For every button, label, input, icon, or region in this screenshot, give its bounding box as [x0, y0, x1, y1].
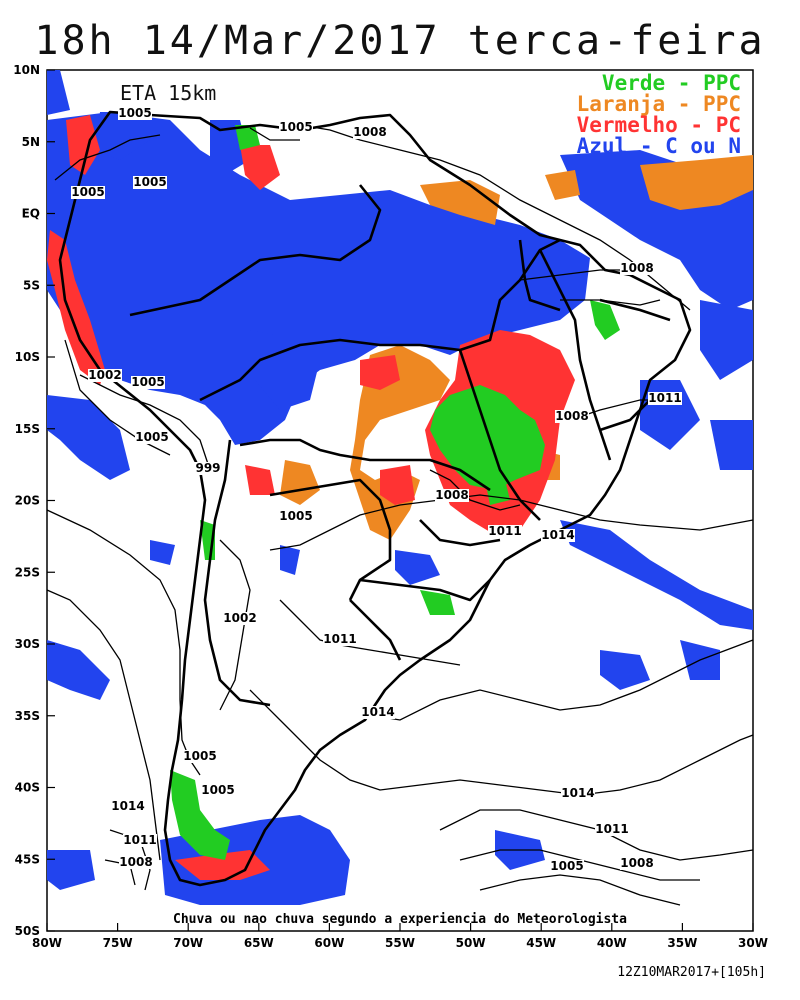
isobar-label: 1005 — [201, 783, 234, 797]
isobar-label: 1005 — [71, 185, 104, 199]
model-label: ETA 15km — [120, 81, 216, 105]
isobar-label: 1005 — [135, 430, 168, 444]
lon-tick-label: 80W — [32, 936, 62, 950]
isobar-label-bg — [88, 369, 122, 382]
map-title: 18h 14/Mar/2017 terca-feira — [34, 18, 766, 64]
isobar-label-bg — [435, 489, 469, 502]
isobar-label: 1011 — [648, 391, 681, 405]
lat-tick-label: 5N — [22, 135, 40, 149]
lon-tick-label: 45W — [526, 936, 556, 950]
isobar-label: 1008 — [620, 856, 653, 870]
isobar-label-bg — [541, 529, 575, 542]
lat-tick-label: 35S — [15, 709, 40, 723]
lon-tick-label: 50W — [456, 936, 486, 950]
legend-entry: Verde - PPC — [602, 71, 741, 95]
isobar-label-bg — [119, 856, 153, 869]
isobar-label-bg — [550, 860, 584, 873]
lat-tick-label: 20S — [15, 494, 40, 508]
isobar-label: 1008 — [353, 125, 386, 139]
latitude-ticks: 10N 5N EQ 5S 10S 15S 20S 25S 30S 35S 40S 45S 50S — [13, 63, 55, 938]
isobar-label: 1005 — [183, 749, 216, 763]
green-rain-areas — [170, 125, 620, 860]
lon-tick-label: 35W — [667, 936, 697, 950]
lon-tick-label: 70W — [173, 936, 203, 950]
lat-tick-label: 5S — [23, 278, 40, 292]
lon-tick-label: 75W — [103, 936, 133, 950]
lat-tick-label: 10N — [13, 63, 40, 77]
isobar-label-bg — [488, 525, 522, 538]
lat-tick-label: 40S — [15, 781, 40, 795]
isobar-label-bg — [123, 834, 157, 847]
lat-tick-label: 15S — [15, 422, 40, 436]
isobar-label-bg — [118, 107, 152, 120]
longitude-ticks: 80W 75W 70W 65W 60W 55W 50W 45W 40W 35W 30W — [32, 923, 768, 950]
isobar-label-bg — [620, 262, 654, 275]
lat-tick-label: 25S — [15, 565, 40, 579]
isobar-label: 1014 — [361, 705, 394, 719]
isobar-label: 1008 — [119, 855, 152, 869]
isobar-labels: 1005 1008 1005 1005 1008 1005 1002 1005 1011 1005… — [71, 106, 682, 873]
isobar-label: 1005 — [133, 175, 166, 189]
isobar-label-bg — [361, 706, 395, 719]
isobar-label-bg — [131, 376, 165, 389]
isobar-label-bg — [71, 186, 105, 199]
isobar-label-bg — [133, 176, 167, 189]
isobar-label-bg — [201, 784, 235, 797]
map-caption: Chuva ou nao chuva segundo a experiencia… — [173, 912, 627, 927]
lat-tick-label: 45S — [15, 852, 40, 866]
run-timestamp: 12Z10MAR2017+[105h] — [617, 965, 766, 980]
isobar-label-bg — [135, 431, 169, 444]
lon-tick-label: 30W — [738, 936, 768, 950]
lon-tick-label: 40W — [597, 936, 627, 950]
isobar-label-bg — [279, 510, 313, 523]
lon-tick-label: 65W — [244, 936, 274, 950]
lat-tick-label: EQ — [22, 207, 40, 221]
isobar-label: 1005 — [279, 509, 312, 523]
isobar-label: 1011 — [488, 524, 521, 538]
isobar-label-bg — [595, 823, 629, 836]
isobar-label-bg — [555, 410, 589, 423]
isobar-label: 1008 — [435, 488, 468, 502]
isobar-label-bg — [353, 126, 387, 139]
legend-entry: Azul - C ou N — [577, 134, 741, 158]
isobar-label: 1005 — [550, 859, 583, 873]
legend-entry: Laranja - PPC — [577, 92, 741, 116]
isobar-label-bg — [279, 121, 313, 134]
isobar-label: 999 — [195, 461, 220, 475]
isobar-label: 1002 — [88, 368, 121, 382]
lon-tick-label: 60W — [314, 936, 344, 950]
legend-entry: Vermelho - PC — [577, 113, 741, 137]
isobar-label: 1005 — [118, 106, 151, 120]
isobar-label-bg — [191, 462, 217, 475]
lat-tick-label: 10S — [15, 350, 40, 364]
isobar-label-bg — [111, 800, 145, 813]
isobar-label: 1008 — [620, 261, 653, 275]
isobar-label-bg — [620, 857, 654, 870]
isobar-label: 1011 — [595, 822, 628, 836]
isobar-label: 1011 — [123, 833, 156, 847]
isobar-label-bg — [223, 612, 257, 625]
isobar-label-bg — [323, 633, 357, 646]
isobar-label: 1008 — [555, 409, 588, 423]
isobar-label-bg — [183, 750, 217, 763]
isobar-label-bg — [648, 392, 682, 405]
isobar-label: 1014 — [111, 799, 144, 813]
isobar-label-bg — [561, 787, 595, 800]
isobar-label: 1005 — [131, 375, 164, 389]
isobar-label: 1011 — [323, 632, 356, 646]
lat-tick-label: 30S — [15, 637, 40, 651]
isobar-label: 1014 — [561, 786, 594, 800]
isobar-label: 1002 — [223, 611, 256, 625]
isobar-label: 1014 — [541, 528, 574, 542]
lat-tick-label: 50S — [15, 924, 40, 938]
isobar-label: 1005 — [279, 120, 312, 134]
lon-tick-label: 55W — [385, 936, 415, 950]
